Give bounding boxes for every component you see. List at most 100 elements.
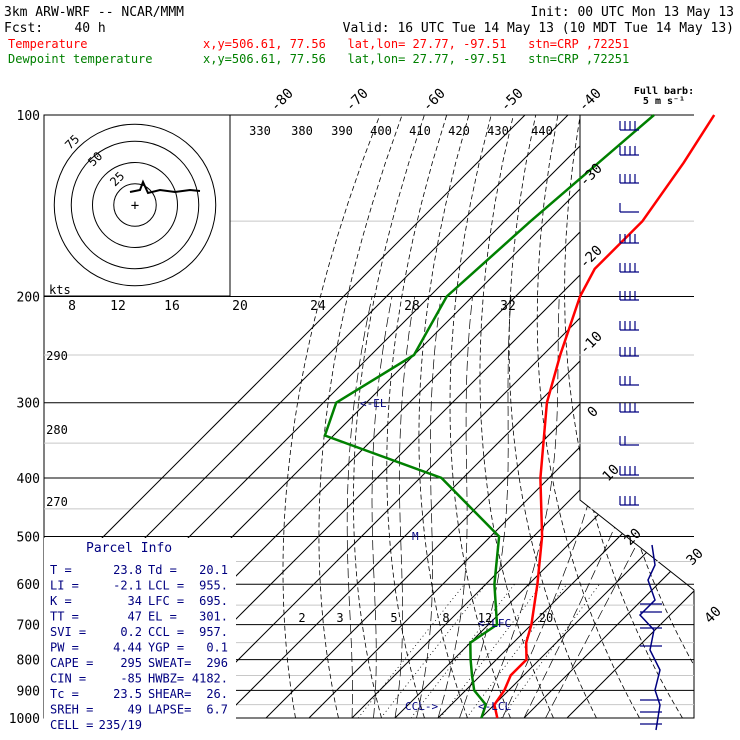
isotherm-label: 30: [684, 546, 707, 569]
annotation-label: CCL->: [405, 700, 438, 713]
moist-adiabat: [371, 296, 393, 718]
isotherm: [44, 115, 526, 718]
wind-barb: [619, 376, 639, 386]
parcel-row-value: 49: [128, 703, 142, 717]
isotherm: [566, 115, 694, 718]
parcel-row-label-2: CCL =: [148, 625, 184, 639]
parcel-row-value: 295: [120, 656, 142, 670]
wind-barb: [619, 347, 639, 357]
wind-profile-trace: [638, 544, 661, 731]
hodograph-ring: [113, 183, 157, 227]
hodograph-unit: kts: [49, 283, 71, 297]
isotherm-label: -30: [577, 161, 606, 190]
dry-adiabat: [564, 115, 683, 718]
isotherm-label: -70: [343, 86, 372, 115]
parcel-row-value: 34: [128, 594, 142, 608]
parcel-row-label-2: LAPSE=: [148, 703, 191, 717]
wind-barb: [619, 403, 639, 413]
theta-label: 390: [331, 124, 353, 138]
pressure-label-200: 200: [17, 291, 40, 306]
dry-adiabat: [689, 115, 694, 718]
hodograph-speed-label: 20: [232, 299, 248, 314]
parcel-row-label: CAPE =: [50, 656, 93, 670]
parcel-row-value-2: 955.: [199, 579, 228, 593]
parcel-row-value-2: 26.: [206, 687, 228, 701]
pressure-label-400: 400: [17, 472, 40, 487]
parcel-row-value-2: 0.1: [206, 641, 228, 655]
moist-adiabat: [545, 296, 694, 718]
isotherm-label: -40: [576, 86, 605, 115]
theta-label: 410: [409, 124, 431, 138]
isotherm-label: 20: [622, 526, 645, 549]
moist-adiabat: [346, 296, 373, 718]
theta-label: 440: [531, 124, 553, 138]
parcel-row-label: T =: [50, 563, 72, 577]
parcel-row-value-2: 20.1: [199, 563, 228, 577]
parcel-row-value-2: 296: [206, 656, 228, 670]
dry-adiabat: [666, 115, 694, 718]
parcel-row-label-2: EL =: [148, 610, 177, 624]
wind-barb: [619, 174, 639, 184]
parcel-row-value: 23.8: [113, 563, 142, 577]
isotherm-label: -80: [268, 86, 297, 115]
hodograph-trace: [129, 179, 201, 195]
parcel-row-value: -85: [120, 672, 142, 686]
hodograph-ring: [53, 123, 217, 287]
model-title: 3km ARW-WRF -- NCAR/MMM: [4, 5, 184, 20]
pressure-label-600: 600: [17, 578, 40, 593]
parcel-row-label: K =: [50, 594, 72, 608]
wind-barb: [619, 146, 639, 156]
annotation-label: <-EL: [360, 397, 387, 410]
temperature-info: x,y=506.61, 77.56 lat,lon= 27.77, -97.51…: [203, 37, 629, 51]
temperature-label: Temperature: [8, 37, 87, 51]
parcel-row-value: 0.2: [120, 625, 142, 639]
parcel-row-value: 47: [128, 610, 142, 624]
dry-adiabat: [508, 115, 597, 718]
forecast-hour: Fcst: 40 h: [4, 21, 106, 36]
parcel-row-label: PW =: [50, 641, 79, 655]
theta-label: 430: [487, 124, 509, 138]
pressure-label-100: 100: [17, 109, 40, 124]
parcel-row-value: 4.44: [113, 641, 142, 655]
dry-adiabat: [418, 115, 470, 718]
hodograph-center: +: [131, 198, 139, 214]
dry-adiabat: [616, 115, 694, 718]
isotherm-label: 0: [585, 404, 602, 421]
wind-barb: [619, 121, 639, 131]
dry-adiabat: [318, 115, 403, 718]
moist-adiabat: [523, 296, 688, 718]
barb-key-title: Full barb:: [634, 86, 694, 97]
theta-label: 420: [448, 124, 470, 138]
header-svg: 3km ARW-WRF -- NCAR/MMM Init: 00 UTC Mon…: [4, 5, 734, 66]
isotherm-label: -50: [498, 86, 527, 115]
mixing-ratio-label: 12: [478, 611, 492, 625]
parcel-row-value-2: 4182.: [192, 672, 228, 686]
mixing-ratio-line: [357, 583, 465, 718]
dry-adiabat: [353, 115, 425, 718]
isotherm-label: -10: [577, 329, 606, 358]
dry-adiabat: [714, 115, 740, 718]
height-label: 270: [46, 495, 68, 509]
hodograph-ring: [70, 140, 200, 270]
parcel-row-label: LI =: [50, 579, 79, 593]
pressure-label-700: 700: [17, 619, 40, 634]
parcel-row-label-2: LFC =: [148, 594, 184, 608]
hodograph-speed-label: 16: [164, 299, 180, 314]
parcel-row-value: -2.1: [113, 579, 142, 593]
parcel-row-value: 235/19: [99, 718, 142, 732]
mixing-ratio-label: 5: [390, 611, 397, 625]
dry-adiabat: [386, 115, 448, 718]
isotherm-label: -60: [420, 86, 449, 115]
parcel-info-box: [44, 538, 236, 728]
parcel-row-value-2: 957.: [199, 625, 228, 639]
moist-adiabat: [502, 296, 620, 718]
mixing-ratio-label: 2: [298, 611, 305, 625]
valid-time: Valid: 16 UTC Tue 14 May 13 (10 MDT Tue …: [343, 21, 734, 36]
dry-adiabat: [736, 115, 740, 718]
pressure-label-500: 500: [17, 530, 40, 545]
isotherm: [222, 115, 694, 718]
isotherm: [265, 115, 694, 718]
hodograph-speed-label: 24: [310, 299, 326, 314]
theta-label: 380: [291, 124, 313, 138]
